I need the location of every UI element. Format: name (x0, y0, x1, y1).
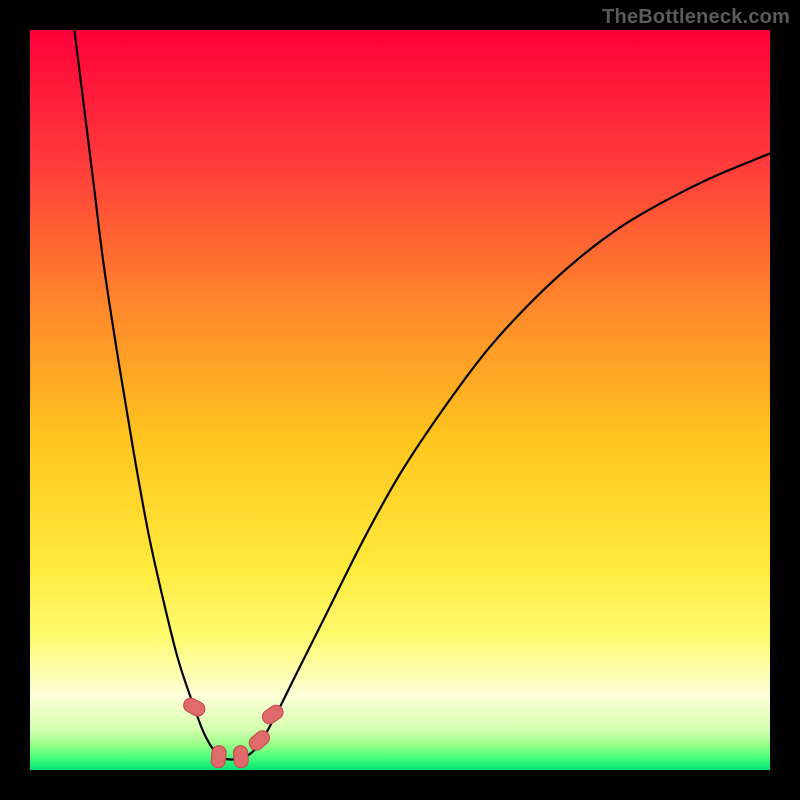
curve-marker (233, 745, 249, 768)
curve-marker (211, 745, 227, 768)
gradient-background (30, 30, 770, 770)
watermark-text: TheBottleneck.com (602, 6, 790, 29)
bottleneck-chart (30, 30, 770, 770)
plot-area (30, 30, 770, 770)
chart-frame: TheBottleneck.com (0, 0, 800, 800)
